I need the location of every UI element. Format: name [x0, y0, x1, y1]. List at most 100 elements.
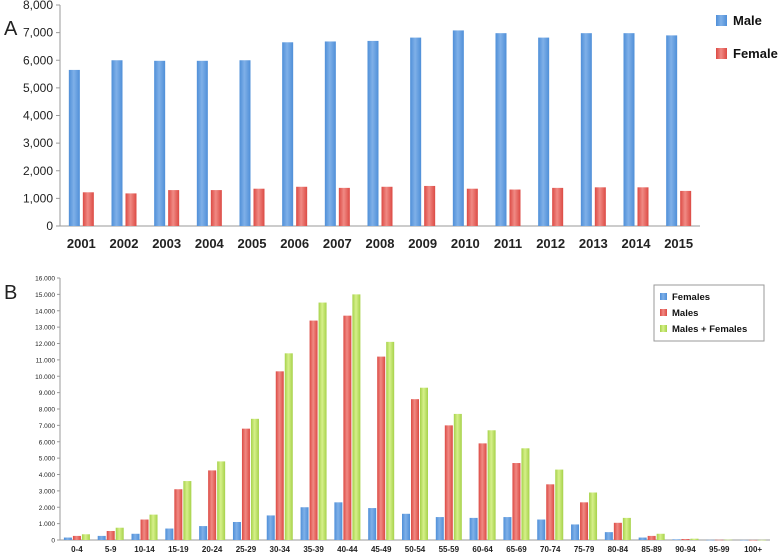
chart-b-bar-series-0	[469, 517, 478, 540]
chart-b-legend-swatch	[660, 309, 667, 316]
chart-b-y-tick-label: 15.000	[35, 292, 55, 299]
chart-b-bar-series-0	[266, 515, 275, 540]
chart-b-bar-series-2	[149, 514, 158, 540]
chart-b-bar-series-2	[487, 430, 496, 540]
chart-b-bar-series-0	[63, 537, 72, 540]
chart-a-bar-female	[82, 192, 94, 226]
chart-b-bar-series-1	[208, 470, 217, 540]
chart-a-bar-male	[367, 40, 379, 226]
chart-b-bar-series-1	[749, 539, 758, 541]
chart-a-bar-female	[594, 187, 606, 226]
chart-b-y-tick-label: 4.000	[39, 472, 56, 479]
chart-b-legend-label: Females	[672, 292, 710, 303]
chart-b-x-tick-label: 65-69	[506, 545, 527, 554]
chart-b-bar-series-2	[690, 538, 699, 540]
chart-b-bar-series-0	[435, 517, 444, 540]
chart-b-bar-series-0	[402, 513, 410, 540]
chart-b-y-tick-label: 12.000	[35, 341, 55, 348]
chart-b-y-tick-label: 13.000	[35, 325, 55, 332]
chart-a-bar-male	[196, 60, 208, 226]
chart-b-x-tick-label: 90-94	[675, 545, 696, 554]
chart-b-x-tick-label: 80-84	[608, 545, 629, 554]
chart-b-x-tick-label: 45-49	[371, 545, 392, 554]
chart-b-x-tick-label: 85-89	[641, 545, 662, 554]
chart-b-x-tick-label: 55-59	[439, 545, 460, 554]
chart-a-bar-female	[637, 187, 649, 226]
chart-b-y-tick-label: 14.000	[35, 308, 55, 315]
chart-a-bar-male	[666, 35, 678, 227]
chart-b-x-tick-label: 15-19	[168, 545, 189, 554]
chart-b-bar-series-0	[672, 539, 681, 540]
chart-b-bar-series-1	[309, 320, 318, 540]
chart-a-bar-female	[552, 187, 564, 226]
chart-b-bar-series-1	[140, 519, 149, 540]
chart-b-legend-label: Males + Females	[672, 324, 747, 335]
chart-b-y-tick-label: 1.000	[39, 521, 56, 528]
chart-a-bar-female	[466, 188, 478, 226]
chart-a-x-tick-label: 2009	[408, 236, 437, 251]
chart-b-x-tick-label: 30-34	[270, 545, 291, 554]
chart-b-bar-series-1	[343, 315, 352, 540]
chart-b-bar-series-1	[241, 428, 250, 540]
chart-b-bar-series-0	[300, 507, 309, 540]
chart-b-x-tick-label: 0-4	[71, 545, 83, 554]
chart-b-bar-series-2	[420, 387, 428, 540]
chart-b-bar-series-0	[503, 517, 512, 540]
chart-b-bar-series-2	[724, 539, 733, 541]
chart-b-bar-series-0	[165, 528, 174, 540]
chart-b-bar-series-0	[199, 526, 208, 540]
chart-a-bar-male	[538, 37, 550, 226]
chart-a-bar-male	[452, 30, 464, 227]
chart-a-x-tick-label: 2012	[536, 236, 565, 251]
chart-a-bar-female	[424, 185, 436, 226]
chart-b-bar-series-1	[377, 356, 386, 540]
chart-a-bar-male	[580, 33, 592, 226]
chart-b-x-tick-label: 25-29	[236, 545, 257, 554]
chart-a-bar-female	[338, 187, 350, 226]
chart-b-bar-series-0	[740, 539, 749, 541]
chart-b-x-tick-label: 40-44	[337, 545, 358, 554]
chart-a-y-tick-label: 7,000	[23, 26, 53, 40]
chart-a-bar-female	[296, 186, 308, 226]
chart-a-bar-male	[324, 41, 336, 227]
chart-b-bar-series-0	[638, 537, 647, 540]
chart-b-bar-series-0	[571, 524, 580, 540]
chart-b-y-tick-label: 7.000	[39, 423, 56, 430]
chart-a-bar-male	[239, 60, 251, 226]
chart-a-y-tick-label: 2,000	[23, 164, 53, 178]
chart-a-x-tick-label: 2010	[451, 236, 480, 251]
chart-a-bar-female	[509, 189, 521, 226]
chart-a-x-tick-label: 2007	[323, 236, 352, 251]
chart-a-y-tick-label: 5,000	[23, 81, 53, 95]
chart-b-bar-series-2	[352, 294, 361, 540]
chart-b-y-tick-label: 10.000	[35, 374, 55, 381]
chart-b-y-tick-label: 3.000	[39, 488, 56, 495]
chart-a-bar-male	[623, 33, 635, 226]
chart-b-bar-series-2	[250, 418, 259, 540]
chart-b-bar-series-2	[284, 353, 293, 540]
chart-a-x-tick-label: 2006	[280, 236, 309, 251]
chart-a-legend-label: Male	[733, 13, 762, 28]
chart-b-x-tick-label: 95-99	[709, 545, 730, 554]
chart-a-x-tick-label: 2011	[494, 236, 522, 251]
chart-b-bar-series-2	[115, 527, 124, 540]
chart-b-y-tick-label: 9.000	[39, 390, 56, 397]
chart-a-y-tick-label: 4,000	[23, 109, 53, 123]
chart-b-legend-swatch	[660, 325, 667, 332]
chart-b-bar-series-1	[715, 539, 724, 541]
chart-b-y-tick-label: 8.000	[39, 407, 56, 414]
chart-b-bar-series-1	[444, 425, 453, 540]
chart-b-x-tick-label: 50-54	[405, 545, 426, 554]
chart-a-bar-female	[253, 188, 265, 226]
chart-a-x-tick-label: 2015	[664, 236, 693, 251]
chart-b-bar-series-1	[546, 484, 555, 540]
chart-b-y-tick-label: 6.000	[39, 439, 56, 446]
chart-a-bar-male	[495, 33, 507, 226]
chart-b-bar-series-1	[478, 443, 487, 540]
chart-a-legend-swatch	[716, 15, 727, 26]
chart-a-y-tick-label: 0	[46, 219, 53, 233]
chart-b-legend-swatch	[660, 293, 667, 300]
chart-b-bar-series-1	[174, 489, 183, 540]
panel-b-label: B	[4, 282, 18, 304]
chart-b-bar-series-2	[217, 461, 226, 540]
